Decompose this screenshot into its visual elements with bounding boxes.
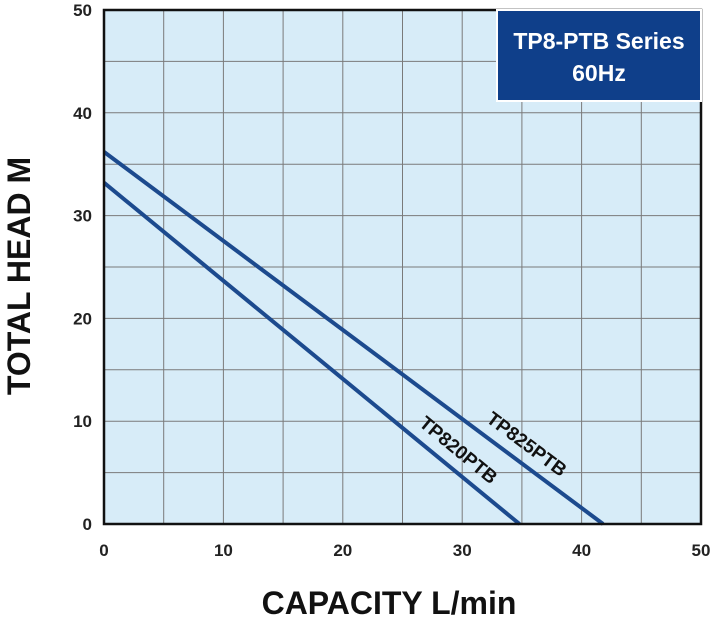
x-tick-labels: 0 10 20 30 40 50 — [99, 541, 710, 560]
x-tick-label: 10 — [214, 541, 233, 560]
y-tick-label: 40 — [73, 104, 92, 123]
x-tick-label: 0 — [99, 541, 108, 560]
series-line-tp820ptb — [102, 181, 521, 526]
series-line-tp825ptb — [102, 150, 605, 526]
series-lines — [102, 150, 605, 526]
x-tick-label: 40 — [572, 541, 591, 560]
y-axis-title: TOTAL HEAD M — [1, 157, 37, 395]
x-axis-title: CAPACITY L/min — [262, 585, 517, 621]
y-tick-label: 10 — [73, 412, 92, 431]
x-tick-label: 20 — [333, 541, 352, 560]
title-box: TP8-PTB Series 60Hz — [496, 9, 702, 102]
y-tick-label: 30 — [73, 207, 92, 226]
y-tick-labels: 0 10 20 30 40 50 — [73, 1, 92, 534]
title-line-2: 60Hz — [572, 60, 626, 86]
y-tick-label: 50 — [73, 1, 92, 20]
x-tick-label: 30 — [453, 541, 472, 560]
y-tick-label: 0 — [83, 515, 92, 534]
title-line-1: TP8-PTB Series — [513, 28, 684, 54]
y-tick-label: 20 — [73, 309, 92, 328]
x-tick-label: 50 — [692, 541, 711, 560]
title-box-background — [496, 9, 702, 102]
plot-frame — [102, 8, 703, 526]
